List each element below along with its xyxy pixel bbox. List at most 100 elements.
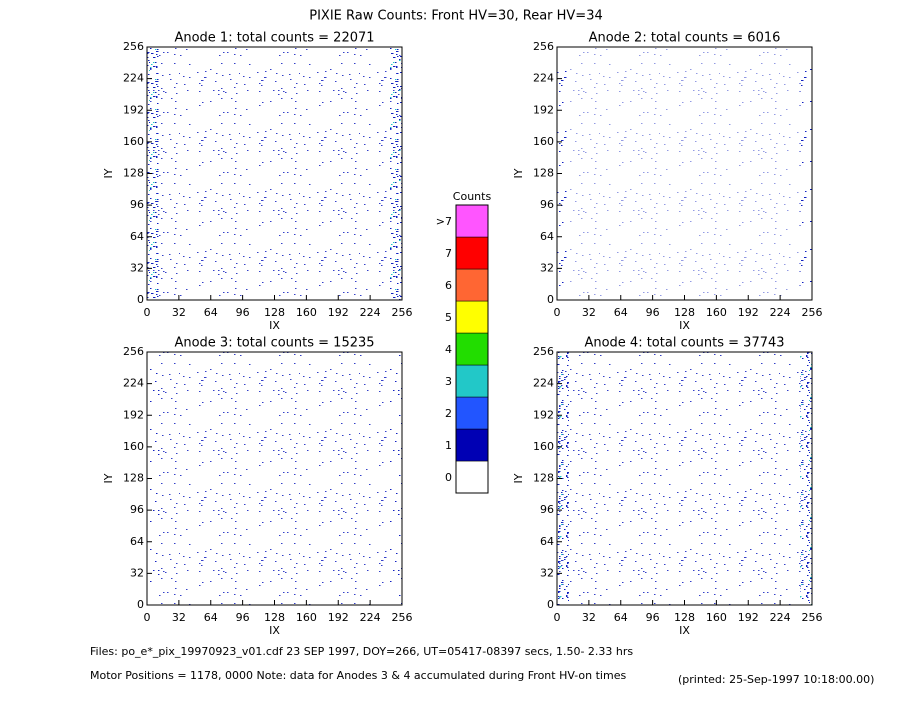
x-tick-label: 192 — [328, 611, 349, 624]
x-tick-label: 0 — [554, 611, 561, 624]
footer-printed: (printed: 25-Sep-1997 10:18:00.00) — [678, 673, 874, 686]
x-tick-label: 96 — [236, 611, 250, 624]
y-tick-label: 256 — [123, 345, 144, 358]
heatmap-texture — [557, 352, 812, 605]
colorbar-label: 1 — [445, 439, 452, 452]
x-tick-label: 128 — [264, 611, 285, 624]
colorbar-swatch — [455, 428, 489, 462]
y-tick-label: 256 — [123, 40, 144, 53]
y-tick-label: 128 — [533, 472, 554, 485]
page-title: PIXIE Raw Counts: Front HV=30, Rear HV=3… — [309, 9, 603, 24]
x-tick-label: 192 — [738, 611, 759, 624]
x-tick-label: 0 — [144, 611, 151, 624]
y-tick-label: 224 — [533, 377, 554, 390]
colorbar-swatch — [455, 332, 489, 366]
panel-title: Anode 3: total counts = 15235 — [174, 336, 374, 351]
y-tick-label: 32 — [540, 566, 554, 579]
heatmap-edge — [800, 352, 812, 605]
y-tick-label: 32 — [130, 261, 144, 274]
x-axis-label: IX — [679, 319, 690, 332]
x-axis-label: IX — [679, 624, 690, 637]
colorbar-swatch — [455, 236, 489, 270]
x-tick-label: 256 — [802, 611, 823, 624]
footer-motor: Motor Positions = 1178, 0000 Note: data … — [90, 669, 626, 682]
x-tick-label: 96 — [646, 611, 660, 624]
colorbar-swatch — [455, 268, 489, 302]
colorbar-label: >7 — [436, 215, 452, 228]
heatmap-texture — [147, 47, 402, 300]
y-tick-label: 256 — [533, 40, 554, 53]
x-tick-label: 128 — [674, 611, 695, 624]
y-tick-label: 96 — [540, 198, 554, 211]
x-tick-label: 64 — [614, 611, 628, 624]
x-tick-label: 256 — [392, 306, 413, 319]
colorbar-label: 5 — [445, 311, 452, 324]
y-tick-label: 0 — [137, 598, 144, 611]
colorbar-label: 4 — [445, 343, 452, 356]
x-tick-label: 192 — [738, 306, 759, 319]
y-tick-label: 160 — [533, 135, 554, 148]
heatmap-edge — [390, 352, 402, 605]
heatmap-texture — [557, 47, 812, 300]
y-tick-label: 64 — [130, 230, 144, 243]
x-tick-label: 64 — [204, 611, 218, 624]
heatmap-edge — [800, 47, 812, 300]
y-tick-label: 96 — [130, 503, 144, 516]
x-tick-label: 224 — [360, 306, 381, 319]
y-tick-label: 192 — [123, 408, 144, 421]
x-tick-label: 32 — [582, 611, 596, 624]
x-axis-label: IX — [269, 319, 280, 332]
colorbar-swatch — [455, 300, 489, 334]
colorbar-label: 6 — [445, 279, 452, 292]
x-tick-label: 160 — [706, 611, 727, 624]
y-tick-label: 0 — [547, 293, 554, 306]
colorbar-frame — [455, 204, 489, 494]
y-axis-label: IY — [102, 473, 115, 483]
y-tick-label: 32 — [130, 566, 144, 579]
x-tick-label: 64 — [204, 306, 218, 319]
x-tick-label: 96 — [646, 306, 660, 319]
y-tick-label: 160 — [123, 135, 144, 148]
colorbar-swatch — [455, 460, 489, 494]
y-tick-label: 32 — [540, 261, 554, 274]
colorbar-label: 3 — [445, 375, 452, 388]
x-tick-label: 0 — [144, 306, 151, 319]
x-tick-label: 256 — [392, 611, 413, 624]
panel-title: Anode 2: total counts = 6016 — [589, 31, 781, 46]
heatmap-texture — [147, 352, 402, 605]
x-tick-label: 224 — [770, 306, 791, 319]
colorbar-swatch — [455, 204, 489, 238]
y-tick-label: 192 — [533, 103, 554, 116]
x-tick-label: 160 — [296, 611, 317, 624]
x-tick-label: 32 — [172, 611, 186, 624]
y-tick-label: 192 — [533, 408, 554, 421]
y-tick-label: 160 — [533, 440, 554, 453]
x-tick-label: 96 — [236, 306, 250, 319]
y-tick-label: 64 — [540, 535, 554, 548]
panel-title: Anode 4: total counts = 37743 — [584, 336, 784, 351]
x-tick-label: 64 — [614, 306, 628, 319]
x-tick-label: 256 — [802, 306, 823, 319]
y-tick-label: 160 — [123, 440, 144, 453]
x-tick-label: 128 — [674, 306, 695, 319]
y-tick-label: 224 — [123, 377, 144, 390]
y-tick-label: 64 — [540, 230, 554, 243]
y-tick-label: 0 — [547, 598, 554, 611]
y-axis-label: IY — [512, 473, 525, 483]
colorbar-swatch — [455, 364, 489, 398]
colorbar-label: 7 — [445, 247, 452, 260]
y-axis-label: IY — [512, 168, 525, 178]
x-tick-label: 128 — [264, 306, 285, 319]
heatmap-edge — [390, 47, 402, 300]
y-tick-label: 224 — [123, 72, 144, 85]
y-tick-label: 96 — [540, 503, 554, 516]
x-tick-label: 224 — [360, 611, 381, 624]
y-tick-label: 224 — [533, 72, 554, 85]
colorbar-label: 0 — [445, 471, 452, 484]
y-tick-label: 0 — [137, 293, 144, 306]
x-tick-label: 224 — [770, 611, 791, 624]
y-tick-label: 64 — [130, 535, 144, 548]
colorbar-swatch — [455, 396, 489, 430]
y-tick-label: 192 — [123, 103, 144, 116]
